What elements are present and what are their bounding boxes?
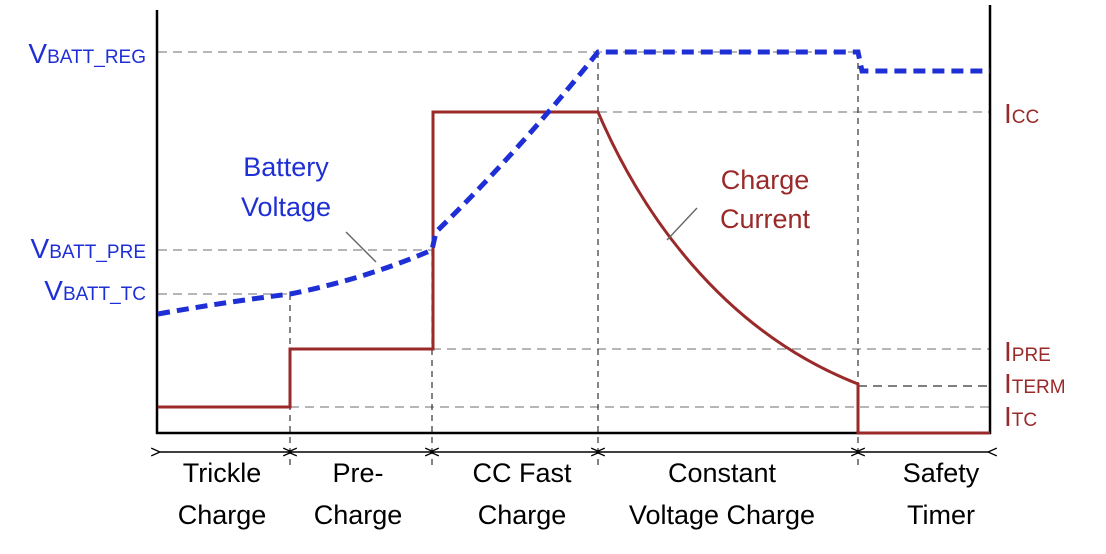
phase-trickle-line1: Trickle (183, 458, 262, 488)
label-ipre: IPRE (1004, 336, 1051, 367)
horizontal-guides (158, 51, 990, 408)
label-itc: ITC (1004, 401, 1037, 432)
phase-cc-line2: Charge (478, 500, 567, 530)
phase-timer-line2: Timer (907, 500, 975, 530)
battery-voltage-curve (157, 49, 990, 317)
charge-current-label-line2: Current (720, 204, 811, 234)
label-vbatt-reg: VBATT_REG (28, 38, 146, 69)
battery-voltage-label-line1: Battery (243, 152, 329, 182)
phase-trickle-line2: Charge (178, 500, 267, 530)
charge-current-label-line1: Charge (721, 165, 810, 195)
label-vbatt-pre: VBATT_PRE (31, 233, 146, 264)
current-leader-line (666, 207, 698, 241)
battery-voltage-label-line2: Voltage (241, 192, 331, 222)
phase-cv-line1: Constant (668, 458, 777, 488)
axes (155, 5, 992, 435)
phase-timer-line1: Safety (903, 458, 980, 488)
charge-current-curve (158, 110, 990, 435)
phase-cc-line1: CC Fast (472, 458, 572, 488)
label-vbatt-tc: VBATT_TC (44, 275, 146, 306)
phase-boundaries (289, 52, 859, 466)
phase-pre-line1: Pre- (332, 458, 383, 488)
phase-pre-line2: Charge (314, 500, 403, 530)
label-icc: ICC (1004, 98, 1039, 129)
label-iterm: ITERM (1004, 368, 1066, 399)
phase-cv-line2: Voltage Charge (629, 500, 815, 530)
voltage-leader-line (345, 231, 377, 263)
